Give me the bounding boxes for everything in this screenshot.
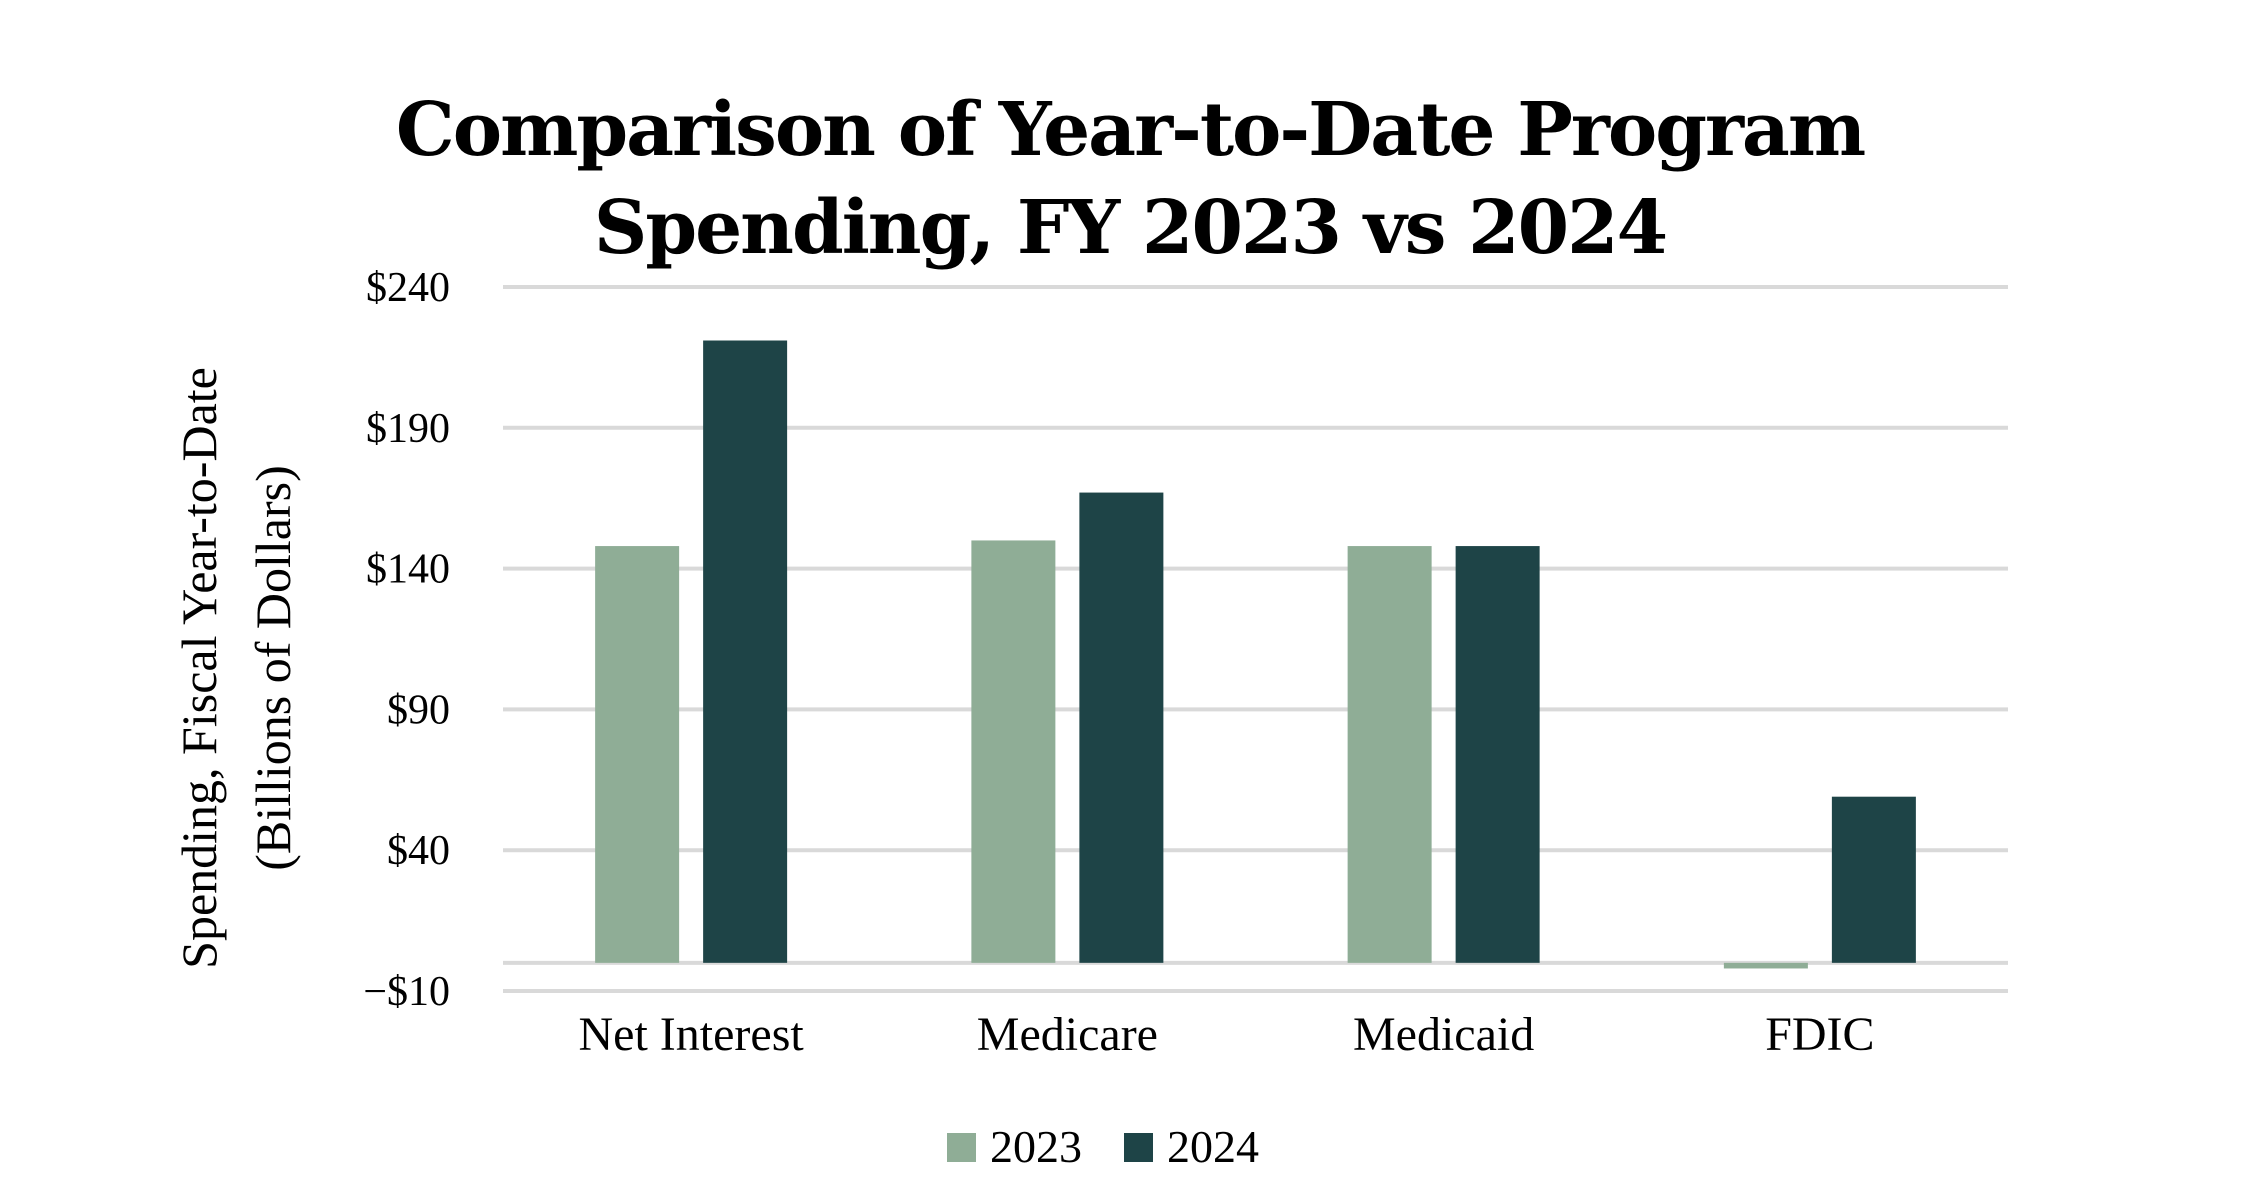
legend-label-2023: 2023 [990,1121,1082,1172]
bar-2024-net-interest [703,340,788,963]
bar-2024-medicaid [1455,546,1540,963]
bars [595,340,1916,969]
y-axis-title-line-1: Spending, Fiscal Year-to-Date [171,367,227,969]
x-axis-labels: Net Interest Medicare Medicaid FDIC [579,1008,1875,1061]
bar-2023-net-interest [595,546,680,963]
x-category-label: Net Interest [579,1008,805,1061]
y-tick-label: $240 [366,265,450,311]
legend-label-2024: 2024 [1167,1121,1259,1172]
legend: 2023 2024 [947,1121,1259,1172]
x-category-label: FDIC [1765,1008,1874,1061]
bar-2024-medicare [1079,492,1164,963]
y-tick-label: $140 [366,547,450,593]
y-axis-title: Spending, Fiscal Year-to-Date (Billions … [171,367,301,969]
legend-swatch-2024 [1124,1133,1153,1162]
bar-2024-fdic [1831,796,1916,963]
legend-swatch-2023 [947,1133,976,1162]
bar-2023-medicaid [1347,546,1432,963]
chart-title: Comparison of Year-to-Date Program Spend… [396,87,1867,271]
chart-title-line-2: Spending, FY 2023 vs 2024 [594,185,1666,271]
x-category-label: Medicare [977,1008,1158,1061]
y-tick-label: $190 [366,406,450,452]
x-category-label: Medicaid [1353,1008,1534,1061]
y-tick-label: −$10 [363,969,450,1015]
bar-2023-medicare [971,540,1056,963]
y-tick-label: $40 [387,828,450,874]
y-axis-title-line-2: (Billions of Dollars) [245,465,301,871]
y-axis-ticks: −$10 $40 $90 $140 $190 $240 [363,265,450,1015]
bar-2023-fdic [1723,962,1808,969]
y-tick-label: $90 [387,687,450,733]
chart-title-line-1: Comparison of Year-to-Date Program [396,87,1865,173]
